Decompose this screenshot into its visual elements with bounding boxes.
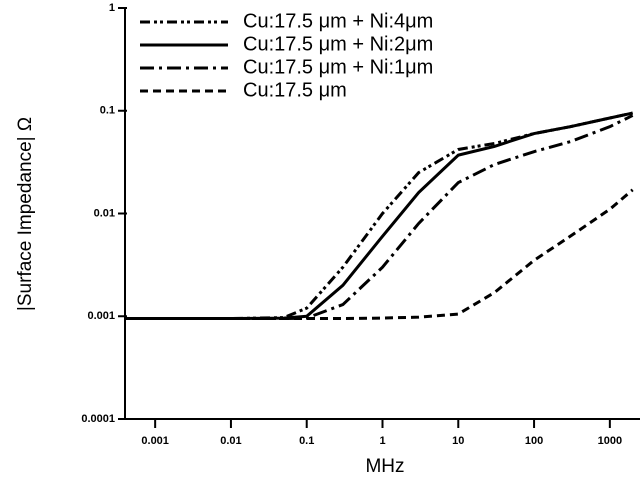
y-tick-label: 0.01 [94,207,115,219]
y-tick-label: 0.001 [87,310,115,322]
series-line [125,111,633,321]
series-line [125,114,634,321]
legend-label: Cu:17.5 μm + Ni:4μm [243,10,433,32]
x-tick-label: 0.01 [220,435,241,447]
legend-label: Cu:17.5 μm + Ni:2μm [243,33,433,55]
x-tick-label: 10 [452,435,464,447]
series-line [125,111,633,321]
x-tick-label: 100 [525,435,543,447]
y-axis-title: |Surface Impedance| Ω [15,117,36,311]
series-line [125,188,634,321]
x-tick-label: 1000 [598,435,622,447]
x-tick-label: 1 [379,435,385,447]
legend-label: Cu:17.5 μm [243,79,347,101]
x-tick-label: 0.001 [141,435,169,447]
y-tick-label: 0.1 [100,105,115,117]
x-axis-title: MHz [365,456,404,477]
x-tick-label: 0.1 [299,435,314,447]
y-tick-label: 1 [109,2,115,14]
legend-label: Cu:17.5 μm + Ni:1μm [243,56,433,78]
y-tick-label: 0.0001 [81,413,115,425]
